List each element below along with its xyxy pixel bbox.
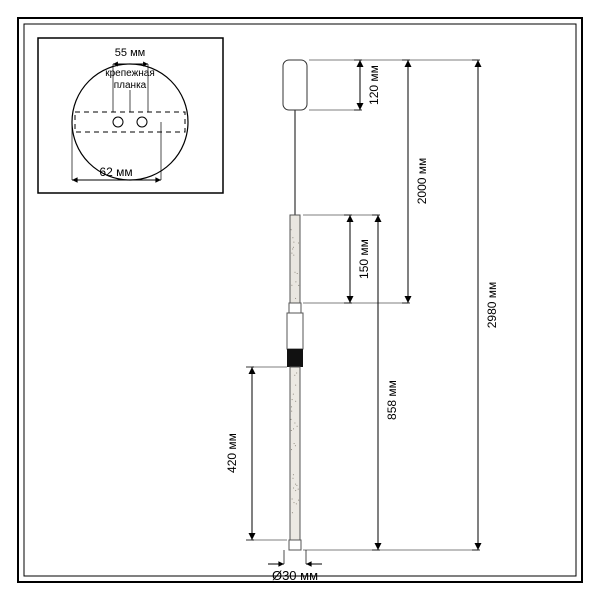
mid-cylinder bbox=[287, 313, 303, 349]
dim-150-label: 150 мм bbox=[357, 239, 371, 279]
canopy-cap bbox=[283, 60, 307, 110]
bottom-cap bbox=[289, 540, 301, 550]
dim-62-label: 62 мм bbox=[99, 165, 132, 179]
upper-tube bbox=[290, 215, 300, 303]
dim-858: 858 мм bbox=[372, 215, 399, 550]
dim-2980-label: 2980 мм bbox=[485, 282, 499, 329]
dim-150: 150 мм bbox=[344, 215, 371, 303]
dim-858-label: 858 мм bbox=[385, 380, 399, 420]
black-band bbox=[287, 349, 303, 367]
lower-tube bbox=[290, 367, 300, 540]
dim-2000-label: 2000 мм bbox=[415, 158, 429, 205]
mid-spacer bbox=[289, 303, 301, 313]
planka-label-1: крепежная bbox=[105, 68, 155, 79]
dim-2980: 2980 мм bbox=[472, 60, 499, 550]
dim-30-label: Ø30 мм bbox=[272, 568, 318, 583]
dim-55-label: 55 мм bbox=[115, 47, 145, 59]
diagram-svg: 55 мм крепежнаяпланка 62 мм 120 мм 2000 мм 15… bbox=[0, 0, 600, 600]
dim-120-label: 120 мм bbox=[367, 65, 381, 105]
planka-label-2: планка bbox=[114, 80, 147, 91]
dim-120: 120 мм bbox=[354, 60, 381, 110]
dim-2000: 2000 мм bbox=[402, 60, 429, 303]
lamp bbox=[283, 60, 307, 550]
dim-420-label: 420 мм bbox=[225, 433, 239, 473]
dim-420: 420 мм bbox=[225, 367, 256, 540]
detail-box: 55 мм крепежнаяпланка 62 мм bbox=[38, 38, 223, 193]
